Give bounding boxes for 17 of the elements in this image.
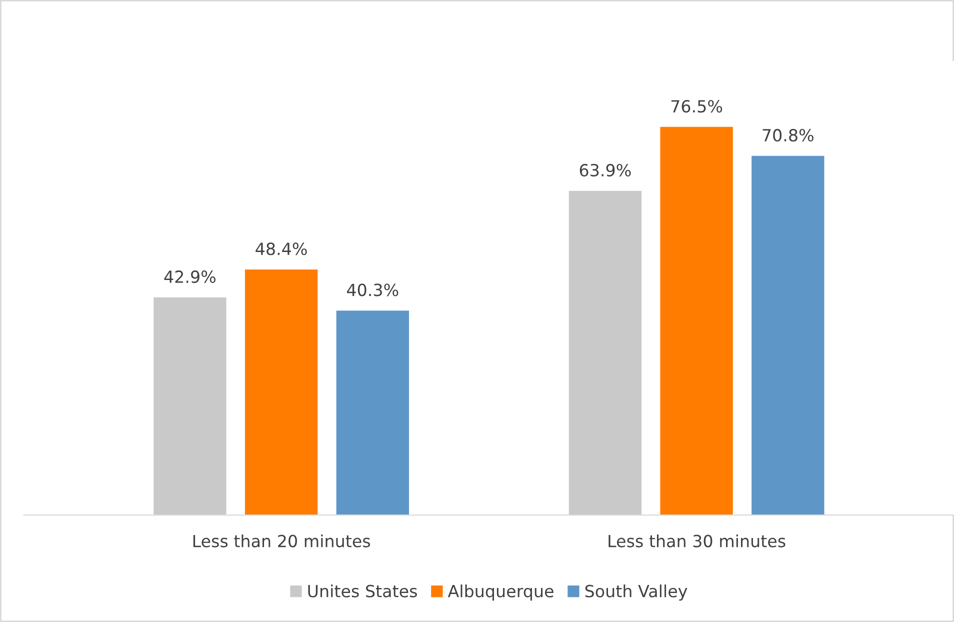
data-label: 70.8% — [762, 128, 814, 142]
bar — [660, 126, 733, 516]
x-tick-label: Less than 20 minutes — [193, 534, 370, 548]
data-label: 76.5% — [671, 100, 722, 113]
bar — [568, 190, 642, 516]
data-label: 63.9% — [580, 164, 631, 177]
data-label: 48.4% — [256, 242, 307, 256]
bar — [244, 269, 318, 516]
legend-label: South Valley — [585, 584, 688, 601]
legend-label: Albuquerque — [448, 584, 554, 601]
bar — [752, 156, 824, 516]
data-label: 40.3% — [347, 284, 398, 296]
legend-label: Unites States — [308, 584, 417, 598]
x-tick-label: Less than 30 minutes — [608, 534, 786, 548]
bar — [154, 297, 226, 516]
data-label: 42.9% — [164, 270, 216, 284]
bar — [336, 310, 409, 516]
